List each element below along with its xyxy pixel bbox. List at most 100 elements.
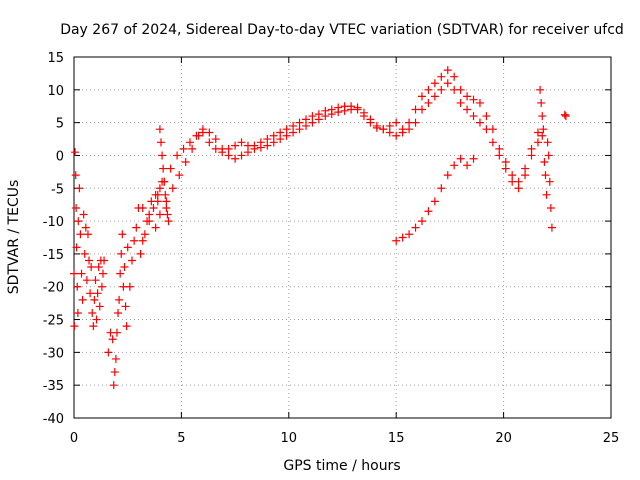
data-point: [263, 135, 272, 144]
data-point: [430, 197, 439, 206]
data-point: [250, 141, 259, 150]
series-spike-near-4h: [155, 125, 173, 226]
data-point: [75, 184, 84, 193]
data-point: [411, 105, 420, 114]
data-point: [430, 79, 439, 88]
data-point: [537, 98, 546, 107]
data-point: [450, 72, 459, 81]
data-point: [437, 72, 446, 81]
data-point: [112, 328, 121, 337]
data-point: [231, 141, 240, 150]
data-point: [115, 295, 124, 304]
data-point: [424, 207, 433, 216]
data-point: [521, 164, 530, 173]
data-point: [231, 154, 240, 163]
data-point: [424, 98, 433, 107]
data-point: [501, 158, 510, 167]
data-point: [469, 95, 478, 104]
data-point: [437, 184, 446, 193]
y-tick-label: 10: [47, 84, 64, 99]
data-point: [398, 125, 407, 134]
data-point: [114, 308, 123, 317]
data-point: [392, 236, 401, 245]
data-point: [88, 308, 97, 317]
data-point: [92, 315, 101, 324]
data-point: [109, 381, 118, 390]
data-point: [539, 125, 548, 134]
data-point: [308, 112, 317, 121]
data-point: [188, 144, 197, 153]
data-point: [76, 230, 85, 239]
data-point: [424, 85, 433, 94]
data-point: [211, 135, 220, 144]
data-point: [543, 138, 552, 147]
data-point: [561, 112, 570, 121]
data-point: [97, 282, 106, 291]
data-point: [81, 223, 90, 232]
data-point: [450, 161, 459, 170]
data-point: [282, 125, 291, 134]
data-point: [456, 98, 465, 107]
data-point: [161, 190, 170, 199]
data-point: [127, 256, 136, 265]
data-point: [130, 236, 139, 245]
data-point: [469, 154, 478, 163]
x-tick-label: 10: [281, 431, 298, 446]
series-post-21h-scatter: [536, 85, 570, 232]
series-early-scatter-a: [70, 148, 109, 331]
data-point: [168, 184, 177, 193]
data-point: [542, 190, 551, 199]
data-point: [417, 92, 426, 101]
data-point: [173, 151, 182, 160]
series-early-scatter-b: [104, 177, 167, 390]
x-tick-label: 25: [603, 431, 620, 446]
data-point: [205, 138, 214, 147]
y-tick-label: -40: [43, 412, 64, 427]
data-point: [72, 203, 81, 212]
data-point: [78, 295, 87, 304]
data-point: [372, 123, 381, 132]
data-point: [536, 85, 545, 94]
data-point: [456, 154, 465, 163]
data-point: [475, 98, 484, 107]
data-point: [443, 79, 452, 88]
data-point: [158, 151, 167, 160]
data-point: [488, 125, 497, 134]
x-tick-label: 15: [388, 431, 405, 446]
data-point: [540, 158, 549, 167]
data-point: [140, 230, 149, 239]
data-point: [155, 210, 164, 219]
data-point: [110, 368, 119, 377]
data-point: [495, 144, 504, 153]
axis-ticks: [73, 56, 612, 419]
data-point: [122, 322, 131, 331]
data-point: [430, 92, 439, 101]
data-point: [547, 223, 556, 232]
data-point: [327, 105, 336, 114]
data-point: [111, 354, 120, 363]
y-tick-label: 5: [56, 117, 64, 132]
data-point: [123, 243, 132, 252]
data-point: [162, 197, 171, 206]
data-point: [108, 335, 117, 344]
data-point: [74, 217, 83, 226]
data-point: [90, 295, 99, 304]
y-tick-label: -5: [51, 182, 64, 197]
data-point: [121, 302, 130, 311]
data-point: [443, 66, 452, 75]
plot-frame: [73, 56, 612, 419]
data-point: [151, 223, 160, 232]
data-point: [95, 302, 104, 311]
data-point: [85, 256, 94, 265]
data-point: [533, 138, 542, 147]
data-point: [443, 171, 452, 180]
data-point: [366, 118, 375, 127]
data-point: [482, 112, 491, 121]
data-point: [379, 125, 388, 134]
data-point: [560, 110, 569, 119]
data-point: [508, 171, 517, 180]
data-point: [456, 85, 465, 94]
series-evening-branch: [392, 154, 478, 245]
y-tick-label: -30: [43, 346, 64, 361]
